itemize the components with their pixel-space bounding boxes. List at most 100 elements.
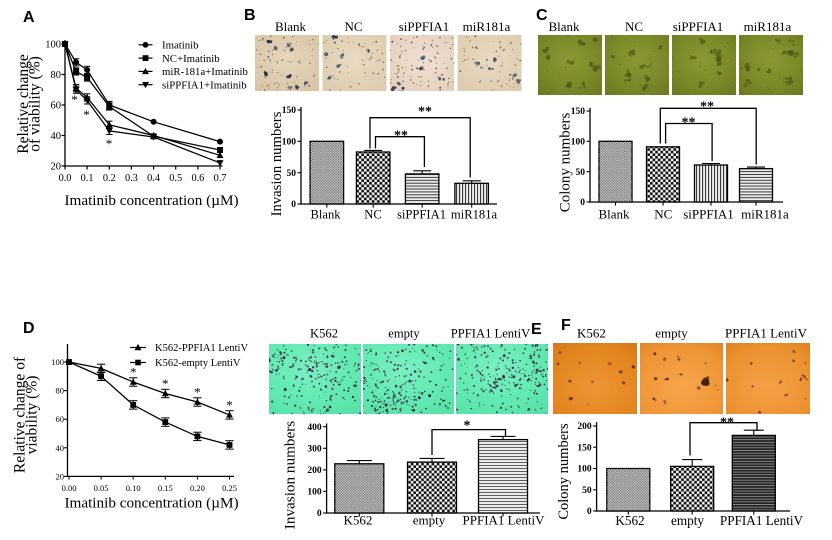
- svg-text:0: 0: [580, 198, 585, 208]
- svg-text:siPPFIA1: siPPFIA1: [399, 19, 450, 34]
- svg-text:NC: NC: [654, 207, 672, 222]
- svg-text:50: 50: [576, 168, 586, 178]
- svg-text:**: **: [418, 105, 432, 120]
- svg-text:Blank: Blank: [310, 208, 341, 222]
- svg-text:150: 150: [282, 106, 297, 116]
- svg-text:*: *: [226, 397, 233, 412]
- svg-text:150: 150: [571, 107, 586, 117]
- svg-text:miR181a: miR181a: [744, 19, 792, 34]
- svg-text:0: 0: [317, 509, 322, 519]
- svg-text:E: E: [531, 321, 542, 338]
- svg-text:**: **: [720, 415, 734, 430]
- svg-text:*: *: [194, 385, 201, 400]
- svg-text:400: 400: [307, 423, 322, 433]
- svg-text:PPFIA1 LentiV: PPFIA1 LentiV: [720, 513, 804, 528]
- svg-text:*: *: [106, 136, 113, 151]
- svg-text:D: D: [23, 320, 35, 337]
- svg-text:50: 50: [582, 486, 592, 496]
- svg-text:PPFIA1 LentiV: PPFIA1 LentiV: [463, 513, 546, 528]
- svg-text:NC: NC: [344, 19, 362, 34]
- svg-text:siPPFIA1: siPPFIA1: [397, 208, 446, 222]
- svg-text:PPFIA1 LentiV: PPFIA1 LentiV: [725, 326, 808, 341]
- svg-text:miR181a: miR181a: [463, 19, 511, 34]
- svg-text:0: 0: [587, 507, 592, 517]
- svg-text:40: 40: [51, 131, 62, 142]
- svg-text:0.25: 0.25: [222, 483, 237, 493]
- svg-text:100: 100: [307, 488, 322, 498]
- svg-text:Blank: Blank: [548, 19, 580, 34]
- svg-text:miR181a: miR181a: [741, 207, 789, 222]
- svg-text:Imatinib concentration (µM): Imatinib concentration (µM): [64, 192, 238, 209]
- svg-text:100: 100: [45, 40, 61, 51]
- svg-text:0.5: 0.5: [169, 173, 182, 184]
- svg-text:0.4: 0.4: [147, 173, 160, 184]
- svg-text:**: **: [700, 99, 714, 114]
- svg-text:miR181a: miR181a: [451, 208, 498, 222]
- svg-text:80: 80: [51, 70, 62, 81]
- svg-text:Imatinib: Imatinib: [162, 40, 199, 52]
- svg-text:Relative change: Relative change: [15, 54, 32, 154]
- svg-text:0.05: 0.05: [94, 483, 109, 493]
- svg-text:C: C: [536, 7, 548, 24]
- svg-text:60: 60: [51, 101, 62, 112]
- svg-text:0.3: 0.3: [125, 173, 138, 184]
- svg-text:NC: NC: [364, 208, 382, 222]
- svg-text:**: **: [394, 129, 408, 144]
- svg-text:Blank: Blank: [275, 19, 307, 34]
- svg-text:siPPFIA1+Imatinib: siPPFIA1+Imatinib: [162, 79, 247, 91]
- svg-text:*: *: [162, 376, 169, 391]
- svg-text:Imatinib concentration (µM): Imatinib concentration (µM): [64, 495, 238, 512]
- svg-text:80: 80: [56, 386, 65, 396]
- svg-text:B: B: [244, 7, 256, 24]
- svg-text:50: 50: [287, 169, 297, 179]
- svg-text:K562-PPFIA1 LentiV: K562-PPFIA1 LentiV: [155, 343, 248, 354]
- svg-text:empty: empty: [388, 327, 420, 341]
- svg-text:miR-181a+Imatinib: miR-181a+Imatinib: [162, 66, 248, 78]
- svg-text:K562: K562: [615, 513, 644, 528]
- svg-text:0.15: 0.15: [158, 483, 173, 493]
- svg-text:0.2: 0.2: [103, 173, 116, 184]
- svg-text:K562: K562: [577, 326, 606, 341]
- svg-text:300: 300: [307, 445, 322, 455]
- svg-text:100: 100: [282, 138, 297, 148]
- svg-text:of viability (%): of viability (%): [26, 56, 43, 152]
- svg-text:0.6: 0.6: [191, 173, 204, 184]
- svg-text:0.00: 0.00: [62, 483, 77, 493]
- svg-text:Invasion numbers: Invasion numbers: [282, 421, 299, 529]
- svg-text:*: *: [464, 419, 471, 434]
- svg-text:Relative change of: Relative change of: [12, 356, 29, 473]
- svg-text:siPPFIA1: siPPFIA1: [683, 207, 734, 222]
- svg-text:20: 20: [51, 162, 62, 173]
- svg-text:200: 200: [307, 466, 322, 476]
- svg-text:0.7: 0.7: [214, 173, 227, 184]
- svg-text:F: F: [561, 317, 571, 334]
- svg-text:150: 150: [577, 443, 592, 453]
- svg-text:*: *: [83, 107, 90, 122]
- svg-text:empty: empty: [671, 513, 704, 528]
- svg-text:Invasion numbers: Invasion numbers: [269, 111, 285, 216]
- svg-text:20: 20: [56, 471, 65, 481]
- svg-text:**: **: [682, 116, 696, 131]
- svg-text:viability (%): viability (%): [23, 376, 40, 455]
- svg-text:Blank: Blank: [598, 207, 630, 222]
- svg-text:A: A: [23, 9, 35, 26]
- svg-text:K562-empty LentiV: K562-empty LentiV: [155, 358, 241, 369]
- svg-text:60: 60: [56, 414, 65, 424]
- svg-text:K562: K562: [344, 513, 373, 528]
- svg-text:PPFIA1 LentiV: PPFIA1 LentiV: [451, 327, 530, 341]
- svg-text:*: *: [130, 365, 137, 380]
- svg-text:200: 200: [577, 422, 592, 432]
- svg-text:NC: NC: [625, 19, 643, 34]
- svg-text:100: 100: [577, 465, 592, 475]
- svg-text:siPPFIA1: siPPFIA1: [673, 19, 724, 34]
- svg-text:40: 40: [56, 443, 65, 453]
- svg-text:Colony numbers: Colony numbers: [558, 113, 574, 213]
- svg-text:empty: empty: [413, 513, 446, 528]
- svg-text:NC+Imatinib: NC+Imatinib: [162, 53, 220, 65]
- svg-text:K562: K562: [310, 327, 338, 341]
- svg-text:*: *: [71, 92, 78, 107]
- svg-text:0.20: 0.20: [190, 483, 205, 493]
- svg-text:0.0: 0.0: [59, 173, 72, 184]
- svg-text:100: 100: [51, 357, 64, 367]
- svg-text:0.1: 0.1: [81, 173, 94, 184]
